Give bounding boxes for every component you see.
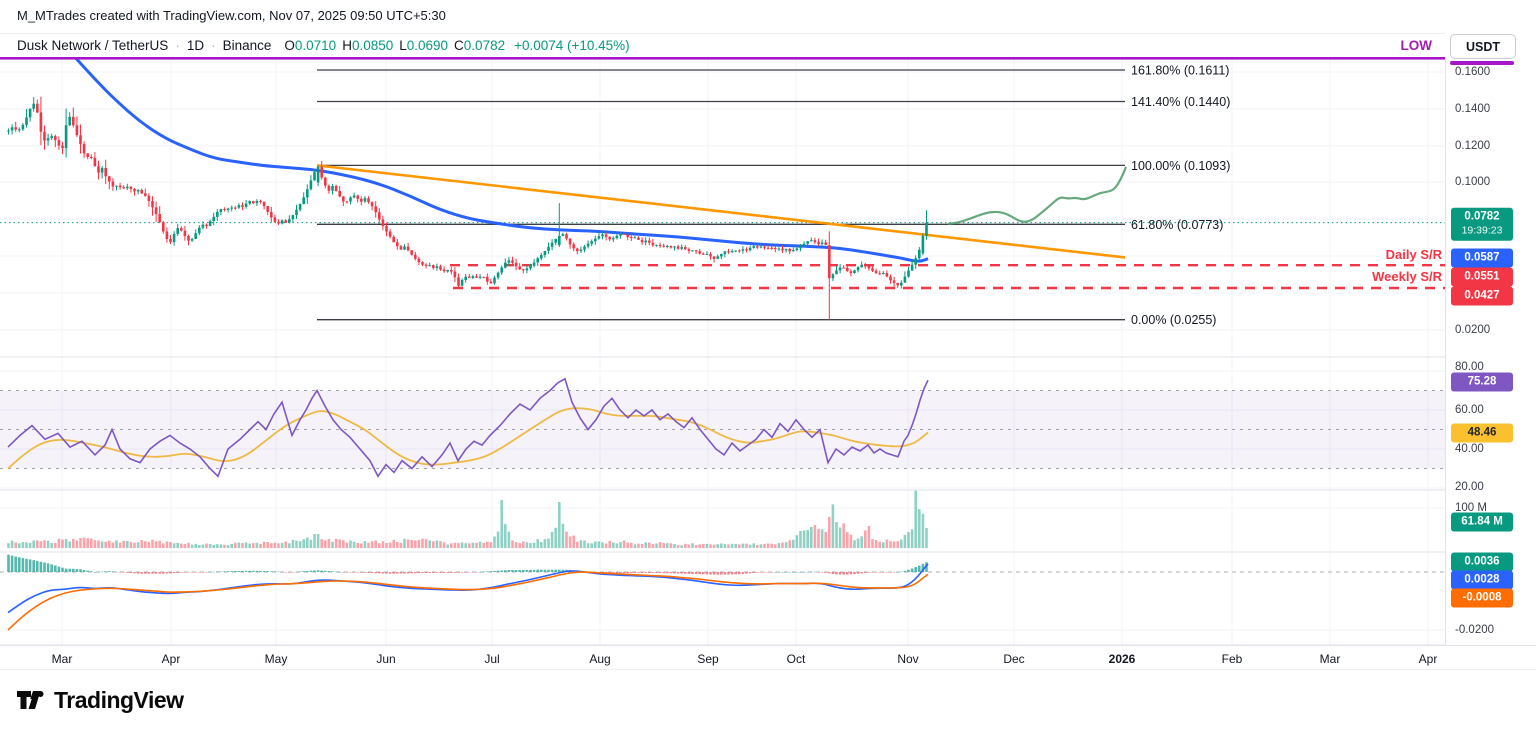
price-badge: 0.0551 bbox=[1451, 267, 1513, 287]
tradingview-logo-icon bbox=[17, 691, 44, 709]
separator-dot: · bbox=[175, 38, 180, 53]
rsi-label: 80.00 bbox=[1455, 361, 1484, 373]
symbol-name[interactable]: Dusk Network / TetherUS bbox=[17, 38, 169, 53]
svg-text:0.00% (0.0255): 0.00% (0.0255) bbox=[1131, 313, 1216, 327]
price-label: 0.1200 bbox=[1455, 140, 1491, 152]
time-axis[interactable]: Mar Apr May Jun Jul Aug Sep Oct Nov Dec 2026 Feb Mar… bbox=[0, 645, 1536, 670]
ohlc-item: L0.0690 bbox=[399, 38, 449, 53]
timeframe-label[interactable]: 1D bbox=[186, 38, 205, 53]
volume-badge: 61.84 M bbox=[1451, 512, 1513, 532]
rsi-badge: 48.46 bbox=[1451, 423, 1513, 443]
time-axis-label: Oct bbox=[786, 652, 806, 666]
rsi-badge: 75.28 bbox=[1451, 372, 1513, 392]
svg-text:Weekly S/R: Weekly S/R bbox=[1372, 269, 1442, 284]
macd-badge: 0.0028 bbox=[1451, 570, 1513, 590]
chart-canvas[interactable]: 161.80% (0.1611) 141.40% (0.1440) 100.00% … bbox=[0, 57, 1445, 668]
ohlc-item: H0.0850 bbox=[342, 38, 394, 53]
ohlc-item: O0.0710 bbox=[284, 38, 337, 53]
time-axis-label: Apr bbox=[1418, 652, 1438, 666]
time-axis-label: 2026 bbox=[1108, 652, 1136, 666]
currency-toggle-button[interactable]: USDT bbox=[1450, 34, 1516, 59]
symbol-bar: Dusk Network / TetherUS · 1D · Binance O… bbox=[17, 38, 630, 53]
footer-brand[interactable]: TradingView bbox=[16, 687, 184, 714]
volume-label: 100 M bbox=[1455, 502, 1487, 514]
svg-text:Daily S/R: Daily S/R bbox=[1386, 247, 1443, 262]
price-badge: 0.0587 bbox=[1451, 248, 1513, 268]
time-axis-label: Jun bbox=[376, 652, 396, 666]
currency-underline bbox=[1450, 61, 1514, 65]
separator-dot: · bbox=[211, 38, 216, 53]
watermark-title: M_MTrades created with TradingView.com, … bbox=[17, 8, 446, 23]
ohlc-values: O0.0710 H0.0850 L0.0690 C0.0782 bbox=[278, 38, 505, 53]
symbol-row-border bbox=[0, 33, 1445, 58]
low-indicator-label: LOW bbox=[1400, 38, 1433, 53]
price-label: 0.1400 bbox=[1455, 103, 1491, 115]
svg-text:61.80% (0.0773): 61.80% (0.0773) bbox=[1131, 218, 1223, 232]
svg-text:141.40% (0.1440): 141.40% (0.1440) bbox=[1131, 95, 1230, 109]
time-axis-label: Mar bbox=[51, 652, 73, 666]
time-axis-label: Mar bbox=[1319, 652, 1341, 666]
price-badge: 0.0782 19:39:23 bbox=[1451, 207, 1513, 241]
svg-text:161.80% (0.1611): 161.80% (0.1611) bbox=[1131, 64, 1229, 78]
time-axis-label: Apr bbox=[161, 652, 181, 666]
tradingview-wordmark: TradingView bbox=[54, 687, 184, 713]
svg-text:100.00% (0.1093): 100.00% (0.1093) bbox=[1131, 159, 1230, 173]
macd-label: -0.0200 bbox=[1455, 624, 1495, 636]
rsi-label: 20.00 bbox=[1455, 481, 1484, 493]
time-axis-label: Dec bbox=[1003, 652, 1025, 666]
time-axis-label: Jul bbox=[484, 652, 500, 666]
time-axis-label: Sep bbox=[697, 652, 719, 666]
time-axis-label: Nov bbox=[897, 652, 919, 666]
ohlc-item: C0.0782 bbox=[454, 38, 506, 53]
price-label: 0.0200 bbox=[1455, 324, 1491, 336]
price-label: 0.1000 bbox=[1455, 176, 1491, 188]
macd-badge: -0.0008 bbox=[1451, 588, 1513, 608]
time-axis-label: May bbox=[264, 652, 288, 666]
change-value: +0.0074 (+10.45%) bbox=[514, 38, 630, 53]
time-axis-label: Aug bbox=[589, 652, 611, 666]
price-badge: 0.0427 bbox=[1451, 286, 1513, 306]
exchange-label: Binance bbox=[222, 38, 272, 53]
price-label: 0.1600 bbox=[1455, 66, 1491, 78]
macd-badge: 0.0036 bbox=[1451, 552, 1513, 572]
time-axis-label: Feb bbox=[1221, 652, 1243, 666]
price-scale-axis[interactable]: 0.1600 0.1400 0.1200 0.1000 0.0200 0.0782 19:3… bbox=[1445, 57, 1536, 668]
rsi-label: 40.00 bbox=[1455, 443, 1484, 455]
rsi-label: 60.00 bbox=[1455, 404, 1484, 416]
